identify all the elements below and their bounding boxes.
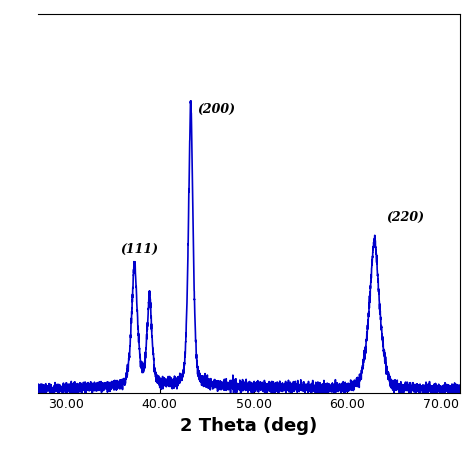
Text: (220): (220) [387,211,425,224]
X-axis label: 2 Theta (deg): 2 Theta (deg) [180,417,318,435]
Text: (200): (200) [197,103,235,116]
Text: (111): (111) [120,243,158,256]
